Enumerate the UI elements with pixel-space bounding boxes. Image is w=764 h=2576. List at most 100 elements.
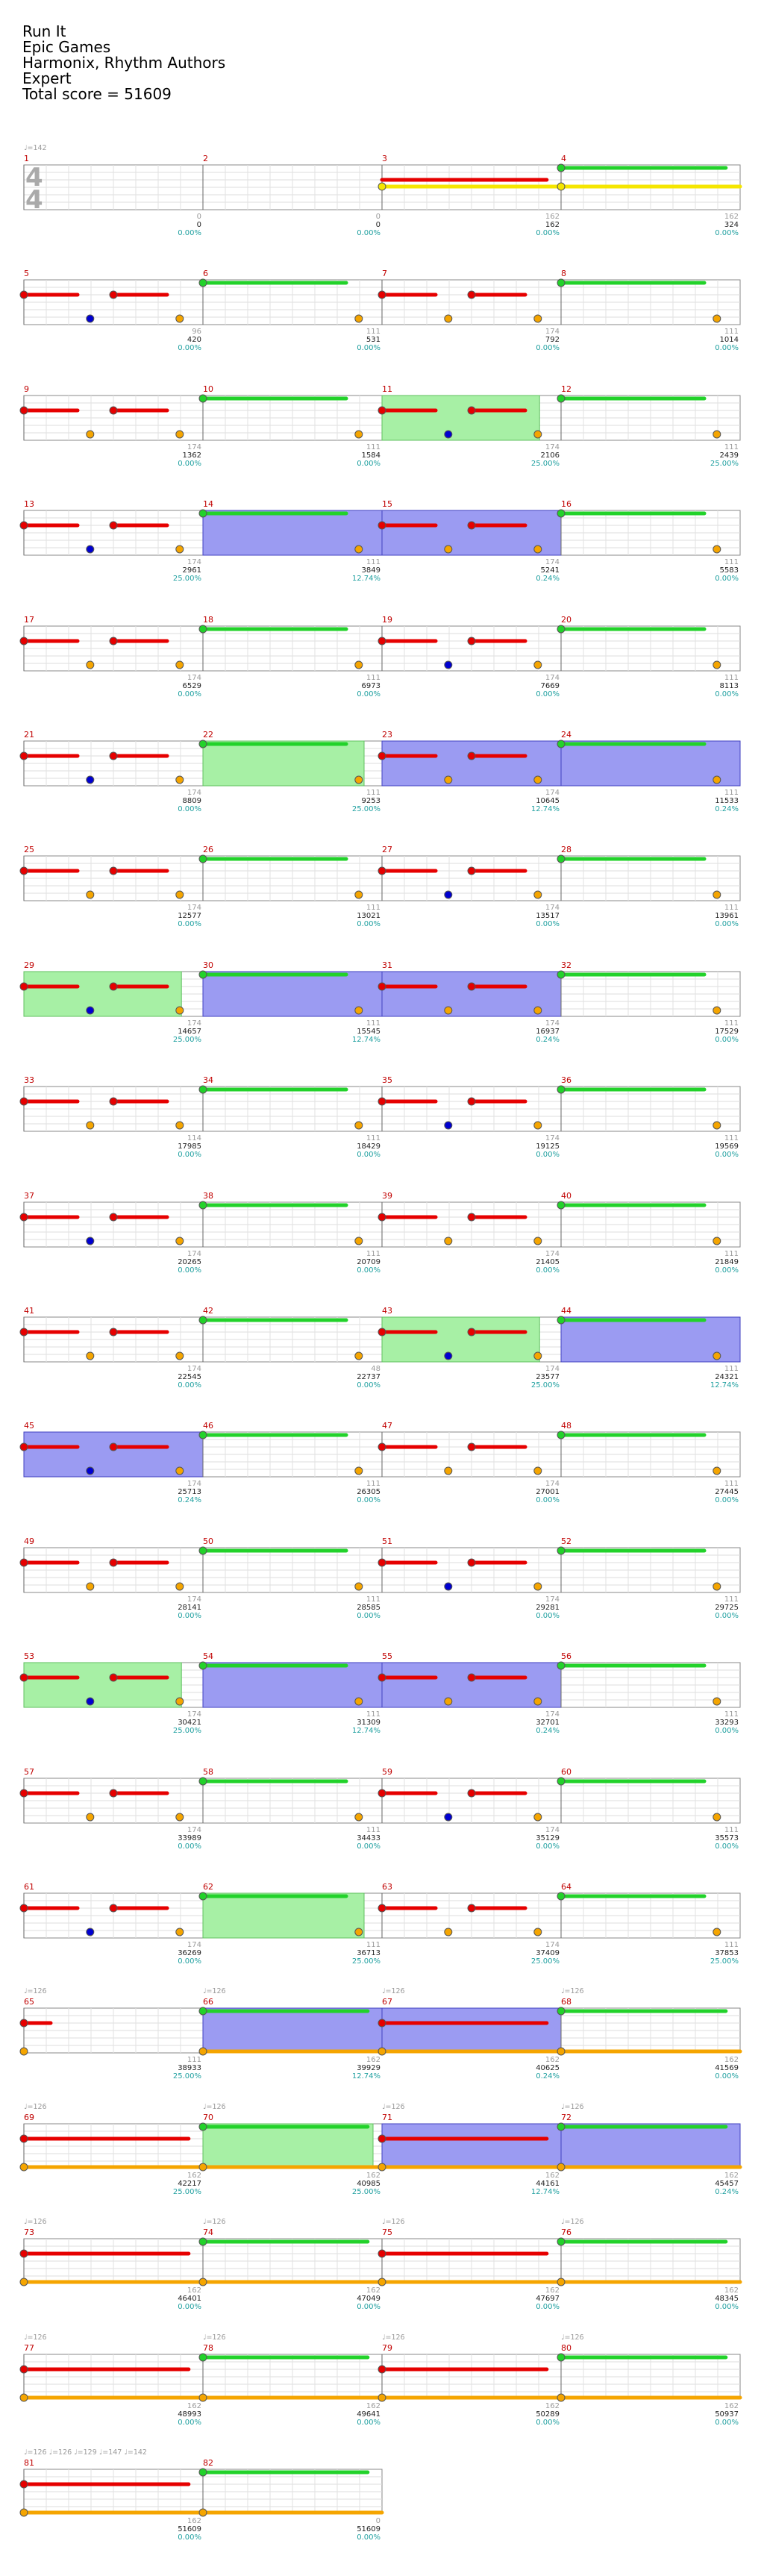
measure-number: 54	[203, 1651, 213, 1661]
note-gem	[175, 430, 184, 439]
phrase-percent: 0.00%	[536, 1612, 560, 1620]
tempo-marker: ♩=126	[561, 1987, 584, 1995]
measure-number: 30	[203, 960, 213, 970]
running-score: 20709	[357, 1258, 381, 1266]
running-score: 27445	[715, 1488, 739, 1496]
measure-gain: 111	[724, 328, 739, 336]
phrase-percent: 0.00%	[178, 2533, 201, 2542]
note-gem	[86, 430, 95, 439]
note-gem	[557, 2047, 566, 2056]
measure-number: 62	[203, 1882, 213, 1892]
measure-number: 81	[24, 2458, 34, 2468]
running-score: 0	[197, 221, 201, 229]
phrase-percent: 0.00%	[715, 2419, 739, 2427]
measure-gain: 162	[187, 2517, 201, 2525]
note-gem	[86, 1582, 95, 1591]
note-gem	[354, 775, 363, 784]
measure-gain: 174	[187, 789, 201, 797]
measure-gain: 111	[366, 1710, 381, 1719]
measure-gain: 111	[366, 1250, 381, 1258]
note-gem	[109, 1328, 118, 1337]
measure-gain: 0	[197, 213, 201, 221]
measure-gain: 111	[724, 904, 739, 912]
running-score: 48345	[715, 2295, 739, 2303]
note-gem	[713, 1006, 721, 1015]
running-score: 7669	[541, 682, 560, 690]
note-gem	[533, 314, 542, 323]
measure-number: 2	[203, 154, 208, 163]
note-gem	[444, 775, 453, 784]
note-gem	[354, 1582, 363, 1591]
phrase-percent: 25.00%	[352, 2188, 381, 2196]
running-score: 6973	[362, 682, 381, 690]
measure-number: 77	[24, 2343, 34, 2353]
note-gem	[467, 982, 476, 991]
measure-number: 45	[24, 1421, 34, 1431]
note-gem	[19, 2019, 28, 2028]
note-gem	[533, 1121, 542, 1130]
note-gem	[378, 1213, 386, 1222]
note-gem	[198, 394, 207, 403]
measure-number: 34	[203, 1075, 213, 1085]
phrase-fill	[381, 740, 562, 787]
measure-number: 35	[382, 1075, 392, 1085]
measure-gain: 111	[724, 1595, 739, 1604]
note-gem	[533, 1351, 542, 1360]
note-gem	[533, 1813, 542, 1822]
note-gem	[378, 1789, 386, 1798]
total-score: Total score = 51609	[22, 85, 172, 103]
phrase-percent: 0.00%	[178, 1266, 201, 1275]
note-gem	[354, 1237, 363, 1245]
phrase-fill	[381, 1316, 540, 1363]
running-score: 40625	[536, 2064, 560, 2072]
note-gem	[713, 1928, 721, 1936]
note-gem	[713, 430, 721, 439]
running-score: 12577	[178, 912, 201, 920]
phrase-percent: 0.00%	[536, 1151, 560, 1159]
measure-gain: 162	[187, 2286, 201, 2295]
note-gem	[175, 545, 184, 554]
measure-gain: 174	[545, 789, 560, 797]
tempo-marker: ♩=126	[203, 2333, 226, 2342]
note-gem	[86, 1121, 95, 1130]
note-gem	[198, 2393, 207, 2402]
measure-number: 80	[561, 2343, 572, 2353]
measure-number: 53	[24, 1651, 34, 1661]
phrase-percent: 25.00%	[710, 460, 739, 468]
running-score: 33293	[715, 1719, 739, 1727]
note-gem	[109, 1097, 118, 1106]
note-gem	[354, 430, 363, 439]
running-score: 6529	[183, 682, 201, 690]
running-score: 2106	[541, 451, 560, 460]
time-signature-top: 4	[25, 163, 43, 193]
note-gem	[19, 2393, 28, 2402]
running-score: 5241	[541, 566, 560, 575]
measure-gain: 174	[545, 1365, 560, 1373]
running-score: 51609	[178, 2525, 201, 2533]
measure-gain: 162	[545, 2286, 560, 2295]
measure-gain: 162	[724, 2286, 739, 2295]
note-gem	[378, 1673, 386, 1682]
note-gem	[354, 1697, 363, 1706]
running-score: 13961	[715, 912, 739, 920]
measure-gain: 114	[187, 1134, 201, 1142]
chart-authors: Harmonix, Rhythm Authors	[22, 54, 226, 72]
note-gem	[378, 2134, 386, 2143]
phrase-percent: 25.00%	[173, 1727, 201, 1735]
note-gem	[557, 278, 566, 287]
running-score: 28585	[357, 1604, 381, 1612]
measure-gain: 111	[724, 1710, 739, 1719]
note-gem	[467, 1097, 476, 1106]
measure-number: 60	[561, 1767, 572, 1777]
note-gem	[354, 1813, 363, 1822]
measure-gain: 174	[545, 1710, 560, 1719]
phrase-percent: 25.00%	[173, 2188, 201, 2196]
note-gem	[378, 637, 386, 645]
measure-number: 23	[382, 730, 392, 740]
running-score: 30421	[178, 1719, 201, 1727]
note-gem	[557, 2278, 566, 2286]
note-gem	[354, 545, 363, 554]
phrase-percent: 0.24%	[536, 1036, 560, 1044]
measure-number: 49	[24, 1536, 34, 1546]
phrase-percent: 0.24%	[715, 2188, 739, 2196]
